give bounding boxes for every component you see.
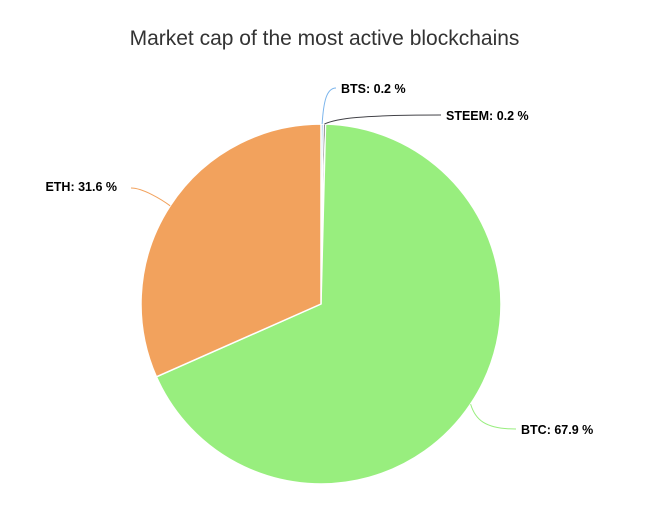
slice-label-steem: STEEM: 0.2 % [446, 109, 529, 123]
connector-steem [324, 114, 442, 125]
pie-slices [140, 123, 502, 485]
chart-title: Market cap of the most active blockchain… [129, 27, 520, 50]
connector-eth [130, 187, 171, 207]
connector-btc [470, 403, 517, 430]
connector-bts [321, 87, 337, 125]
pie-slice-btc[interactable] [155, 123, 502, 485]
slice-label-eth: ETH: 31.6 % [45, 180, 117, 194]
slice-label-btc: BTC: 67.9 % [521, 423, 593, 437]
pie-slice-eth[interactable] [140, 123, 322, 378]
slice-labels: BTS: 0.2 % STEEM: 0.2 % BTC: 67.9 % ETH: 31… [45, 82, 593, 437]
slice-label-bts: BTS: 0.2 % [341, 82, 406, 96]
label-connectors [130, 87, 517, 430]
